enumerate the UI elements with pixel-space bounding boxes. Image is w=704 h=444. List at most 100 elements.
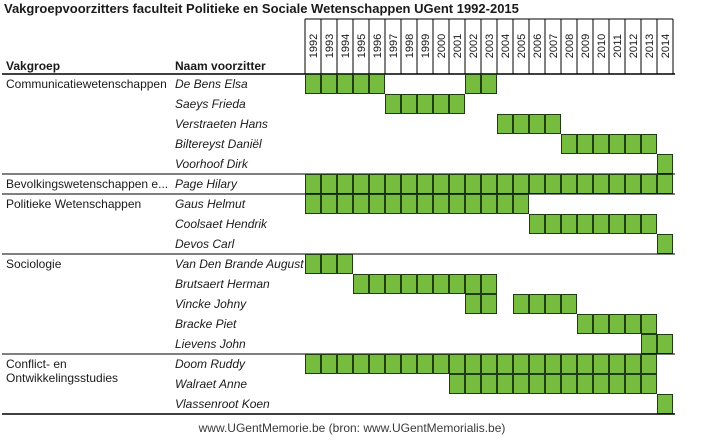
term-cell — [481, 354, 497, 374]
term-cell — [657, 234, 673, 254]
term-cell — [417, 194, 433, 214]
term-cell — [417, 354, 433, 374]
term-cell — [369, 174, 385, 194]
term-cell — [385, 174, 401, 194]
term-cell — [433, 194, 449, 214]
group-label: Sociologie — [6, 257, 62, 271]
term-cell — [545, 174, 561, 194]
year-label-2009: 2009 — [580, 34, 592, 58]
term-cell — [449, 174, 465, 194]
term-cell — [401, 174, 417, 194]
term-cell — [625, 374, 641, 394]
term-cell — [353, 194, 369, 214]
year-label-2003: 2003 — [484, 34, 496, 58]
term-cell — [657, 154, 673, 174]
term-cell — [497, 114, 513, 134]
chairman-name: Page Hilary — [175, 177, 238, 191]
year-label-2006: 2006 — [532, 34, 544, 58]
term-cell — [513, 354, 529, 374]
year-label-2010: 2010 — [596, 34, 608, 58]
term-cell — [641, 134, 657, 154]
term-cell — [337, 74, 353, 94]
year-label-1995: 1995 — [356, 34, 368, 58]
year-label-2013: 2013 — [644, 34, 656, 58]
term-cell — [465, 374, 481, 394]
year-label-2001: 2001 — [452, 34, 464, 58]
term-cell — [561, 354, 577, 374]
chairman-name: Walraet Anne — [175, 377, 247, 391]
term-cell — [481, 194, 497, 214]
term-cell — [529, 294, 545, 314]
term-cell — [529, 374, 545, 394]
term-cell — [465, 354, 481, 374]
term-cell — [337, 194, 353, 214]
chairman-name: Bracke Piet — [175, 317, 237, 331]
term-cell — [465, 74, 481, 94]
term-cell — [481, 274, 497, 294]
term-cell — [369, 194, 385, 214]
year-label-2000: 2000 — [436, 34, 448, 58]
term-cell — [385, 194, 401, 214]
term-cell — [609, 134, 625, 154]
year-label-1997: 1997 — [388, 34, 400, 58]
year-label-1996: 1996 — [372, 34, 384, 58]
term-cell — [305, 354, 321, 374]
term-cell — [513, 194, 529, 214]
term-cell — [321, 194, 337, 214]
term-cell — [577, 354, 593, 374]
term-cell — [465, 194, 481, 214]
term-cell — [353, 274, 369, 294]
term-cell — [449, 94, 465, 114]
term-cell — [625, 354, 641, 374]
group-label: Communicatiewetenschappen — [6, 77, 167, 91]
term-cell — [497, 354, 513, 374]
term-cell — [401, 354, 417, 374]
term-cell — [353, 74, 369, 94]
term-cell — [305, 254, 321, 274]
term-cell — [593, 354, 609, 374]
term-cell — [513, 114, 529, 134]
term-cell — [305, 174, 321, 194]
term-cell — [529, 354, 545, 374]
term-cell — [481, 174, 497, 194]
year-label-1992: 1992 — [308, 34, 320, 58]
year-label-1999: 1999 — [420, 34, 432, 58]
term-cell — [609, 314, 625, 334]
term-cell — [321, 254, 337, 274]
group-label: Ontwikkelingsstudies — [6, 371, 118, 385]
term-cell — [593, 374, 609, 394]
term-cell — [465, 294, 481, 314]
term-cell — [545, 374, 561, 394]
term-cell — [561, 174, 577, 194]
chairman-name: Vincke Johny — [175, 297, 247, 311]
term-cell — [609, 214, 625, 234]
column-header-group: Vakgroep — [6, 59, 60, 73]
term-cell — [529, 214, 545, 234]
term-cell — [321, 354, 337, 374]
term-cell — [625, 174, 641, 194]
year-label-2014: 2014 — [660, 34, 672, 58]
term-cell — [401, 274, 417, 294]
term-cell — [321, 74, 337, 94]
term-cell — [593, 174, 609, 194]
term-cell — [337, 174, 353, 194]
term-cell — [561, 294, 577, 314]
term-cell — [497, 374, 513, 394]
term-cell — [497, 174, 513, 194]
term-cell — [481, 374, 497, 394]
term-cell — [433, 174, 449, 194]
column-header-name: Naam voorzitter — [175, 59, 266, 73]
term-cell — [353, 354, 369, 374]
term-cell — [641, 334, 657, 354]
term-cell — [577, 134, 593, 154]
term-cell — [353, 174, 369, 194]
term-cell — [657, 174, 673, 194]
term-cell — [433, 354, 449, 374]
term-cell — [545, 354, 561, 374]
chairman-name: Verstraeten Hans — [175, 117, 268, 131]
term-cell — [465, 274, 481, 294]
term-cell — [417, 274, 433, 294]
group-label: Conflict- en — [6, 357, 67, 371]
term-cell — [321, 174, 337, 194]
year-label-2004: 2004 — [500, 34, 512, 58]
